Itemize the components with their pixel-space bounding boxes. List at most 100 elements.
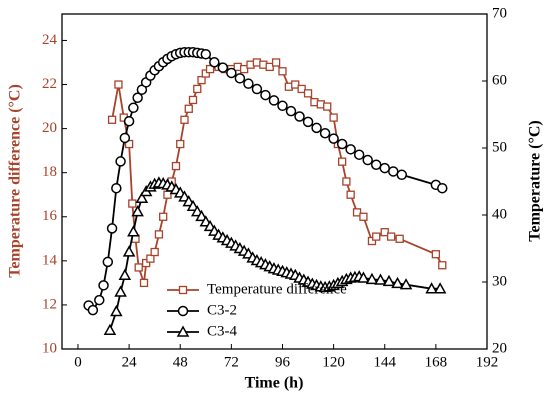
marker	[353, 149, 365, 160]
marker	[251, 83, 263, 95]
marker	[139, 278, 149, 288]
marker	[163, 190, 172, 199]
marker	[200, 48, 212, 60]
marker	[346, 190, 355, 199]
marker	[118, 268, 132, 281]
marker	[171, 161, 181, 171]
y-axis-title: Temperature difference (°C)	[7, 84, 24, 278]
y2-tick-label: 60	[492, 72, 507, 88]
y2-tick-label: 70	[492, 5, 507, 21]
marker	[297, 84, 306, 94]
marker	[243, 78, 254, 89]
y-tick-label: 12	[42, 296, 57, 312]
marker	[114, 285, 127, 297]
y-tick-label: 14	[42, 252, 58, 268]
x-tick-label: 0	[74, 354, 82, 370]
y-tick-label: 20	[42, 120, 57, 136]
marker	[127, 225, 140, 237]
legend-label: Temperature difference	[207, 281, 347, 297]
x-tick-label: 192	[476, 354, 499, 370]
marker	[234, 73, 246, 84]
marker	[277, 100, 288, 112]
marker	[102, 256, 114, 268]
marker	[437, 182, 448, 194]
marker	[425, 282, 438, 294]
marker	[103, 323, 117, 335]
marker	[345, 144, 356, 155]
marker	[154, 230, 164, 239]
legend-marker	[178, 285, 188, 295]
marker	[226, 67, 237, 79]
marker	[380, 228, 389, 237]
y-tick-label: 16	[42, 208, 58, 224]
legend-marker	[177, 305, 189, 317]
marker	[285, 105, 297, 117]
marker	[159, 212, 168, 221]
y2-tick-label: 50	[492, 139, 507, 155]
marker	[150, 247, 159, 257]
x-tick-label: 120	[322, 354, 345, 370]
y2-tick-label: 30	[492, 273, 507, 289]
marker	[180, 115, 189, 124]
marker	[98, 280, 109, 291]
marker	[370, 159, 382, 170]
marker	[114, 80, 123, 89]
marker	[271, 58, 281, 67]
marker	[197, 75, 206, 85]
y-tick-label: 10	[42, 340, 57, 356]
marker	[123, 115, 135, 127]
marker	[268, 95, 280, 106]
marker	[239, 64, 249, 74]
x-tick-label: 24	[122, 354, 138, 370]
marker	[115, 156, 126, 167]
marker	[396, 169, 408, 181]
marker	[107, 115, 117, 124]
series-line	[109, 181, 441, 331]
marker	[195, 209, 208, 222]
marker	[186, 199, 200, 212]
marker	[209, 56, 220, 68]
marker	[372, 232, 381, 241]
marker	[359, 212, 368, 221]
marker	[131, 205, 144, 217]
marker	[395, 234, 404, 243]
marker	[188, 95, 198, 105]
marker	[176, 139, 185, 149]
legend-marker	[176, 325, 190, 337]
marker	[291, 80, 300, 89]
marker	[319, 128, 331, 139]
marker	[352, 208, 362, 217]
marker	[438, 261, 447, 270]
marker	[294, 111, 305, 122]
marker	[193, 84, 202, 94]
marker	[205, 64, 215, 74]
y2-axis-title: Temperature (°C)	[527, 120, 544, 241]
marker	[323, 102, 332, 111]
x-tick-label: 144	[373, 354, 396, 370]
marker	[122, 245, 136, 257]
marker	[302, 116, 314, 128]
marker	[110, 304, 123, 317]
marker	[342, 177, 351, 186]
marker	[128, 102, 139, 114]
y2-tick-label: 40	[492, 206, 507, 222]
marker	[128, 199, 137, 208]
marker	[134, 263, 143, 272]
marker	[119, 132, 131, 144]
legend-label: C3-4	[207, 323, 238, 339]
marker	[388, 166, 399, 177]
y-tick-label: 22	[42, 76, 57, 92]
y-tick-label: 24	[42, 32, 58, 48]
marker	[184, 104, 193, 113]
plot-frame	[61, 13, 488, 350]
marker	[379, 162, 390, 174]
marker	[431, 250, 441, 259]
marker	[303, 89, 313, 98]
marker	[362, 154, 373, 166]
marker	[260, 89, 271, 101]
marker	[311, 122, 322, 134]
marker	[111, 182, 122, 194]
x-tick-label: 72	[224, 354, 239, 370]
marker	[217, 62, 229, 73]
